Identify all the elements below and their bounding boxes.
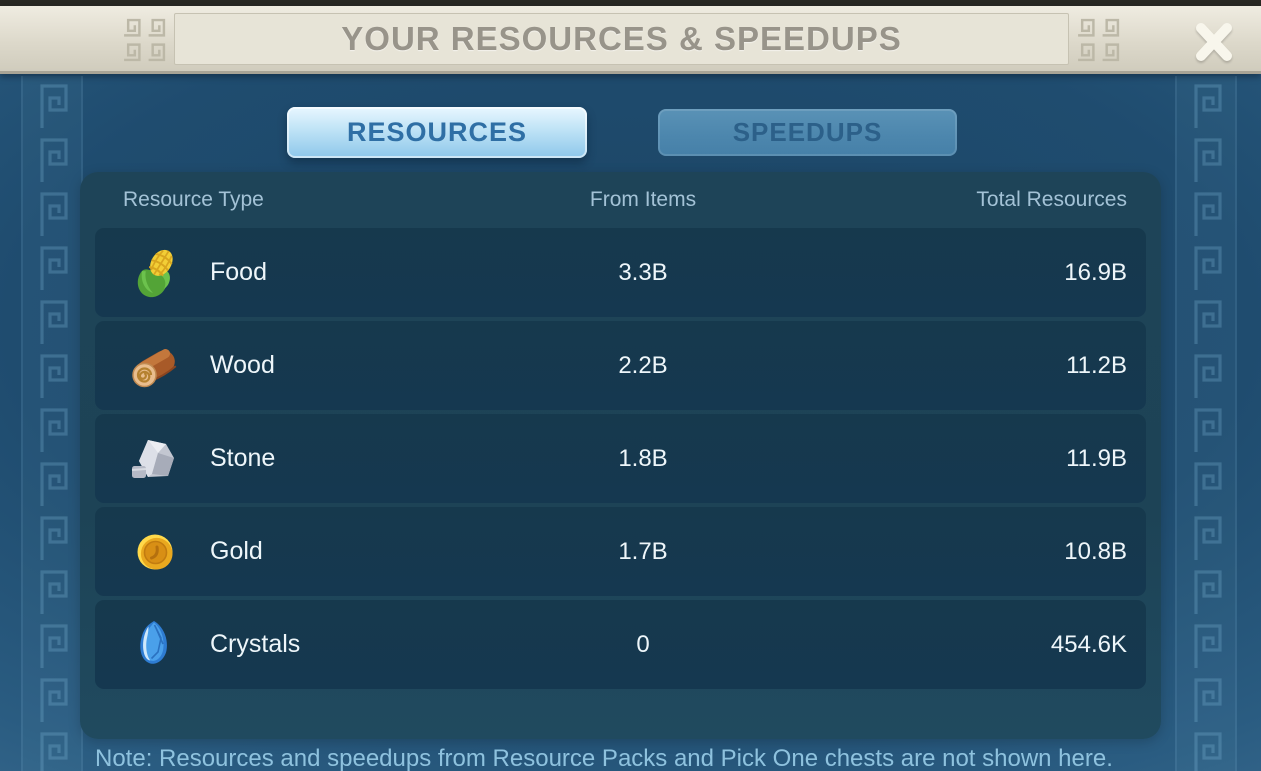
table-row: Stone 1.8B 11.9B — [95, 414, 1146, 503]
resource-name: Gold — [210, 537, 263, 565]
from-items-value: 1.8B — [618, 444, 668, 472]
greek-ornament-icon — [1076, 18, 1120, 62]
total-resources-value: 454.6K — [1050, 630, 1127, 658]
tab-speedups[interactable]: SPEEDUPS — [658, 109, 957, 156]
footer-note: Note: Resources and speedups from Resour… — [95, 745, 1113, 771]
stone-icon — [127, 431, 183, 487]
tab-resources[interactable]: RESOURCES — [287, 107, 587, 158]
from-items-value: 1.7B — [618, 537, 668, 565]
resource-rows: Food 3.3B 16.9B Wood 2.2B 11.2B Stone — [95, 228, 1146, 689]
titlebar: YOUR RESOURCES & SPEEDUPS — [0, 6, 1261, 74]
greek-key-pattern-icon — [1194, 84, 1222, 771]
column-header-total-resources: Total Resources — [976, 188, 1127, 211]
log-icon — [127, 338, 183, 394]
total-resources-value: 10.8B — [1064, 537, 1127, 565]
greek-key-pattern-icon — [40, 84, 68, 771]
resource-name: Stone — [210, 444, 276, 472]
gold-coin-icon — [127, 524, 183, 580]
greek-ornament-icon — [122, 18, 166, 62]
from-items-value: 0 — [636, 630, 650, 658]
resource-name: Food — [210, 258, 267, 286]
resources-panel: Resource Type From Items Total Resources… — [80, 172, 1161, 739]
table-header: Resource Type From Items Total Resources — [95, 172, 1146, 228]
resource-name: Crystals — [210, 630, 301, 658]
close-button[interactable] — [1185, 15, 1243, 69]
close-icon — [1196, 23, 1232, 61]
page-title: YOUR RESOURCES & SPEEDUPS — [341, 20, 902, 57]
title-recess: YOUR RESOURCES & SPEEDUPS — [174, 13, 1069, 65]
greek-key-border-left — [21, 76, 83, 771]
total-resources-value: 11.2B — [1066, 351, 1127, 379]
crystal-icon — [127, 617, 183, 673]
corn-icon — [127, 245, 183, 301]
column-header-resource-type: Resource Type — [123, 188, 264, 211]
table-row: Wood 2.2B 11.2B — [95, 321, 1146, 410]
total-resources-value: 11.9B — [1066, 444, 1127, 472]
table-row: Food 3.3B 16.9B — [95, 228, 1146, 317]
from-items-value: 3.3B — [618, 258, 668, 286]
column-header-from-items: From Items — [589, 188, 697, 211]
resource-name: Wood — [210, 351, 275, 379]
greek-key-border-right — [1175, 76, 1237, 771]
top-dark-strip — [0, 0, 1261, 6]
total-resources-value: 16.9B — [1064, 258, 1127, 286]
table-row: Gold 1.7B 10.8B — [95, 507, 1146, 596]
table-row: Crystals 0 454.6K — [95, 600, 1146, 689]
from-items-value: 2.2B — [618, 351, 668, 379]
